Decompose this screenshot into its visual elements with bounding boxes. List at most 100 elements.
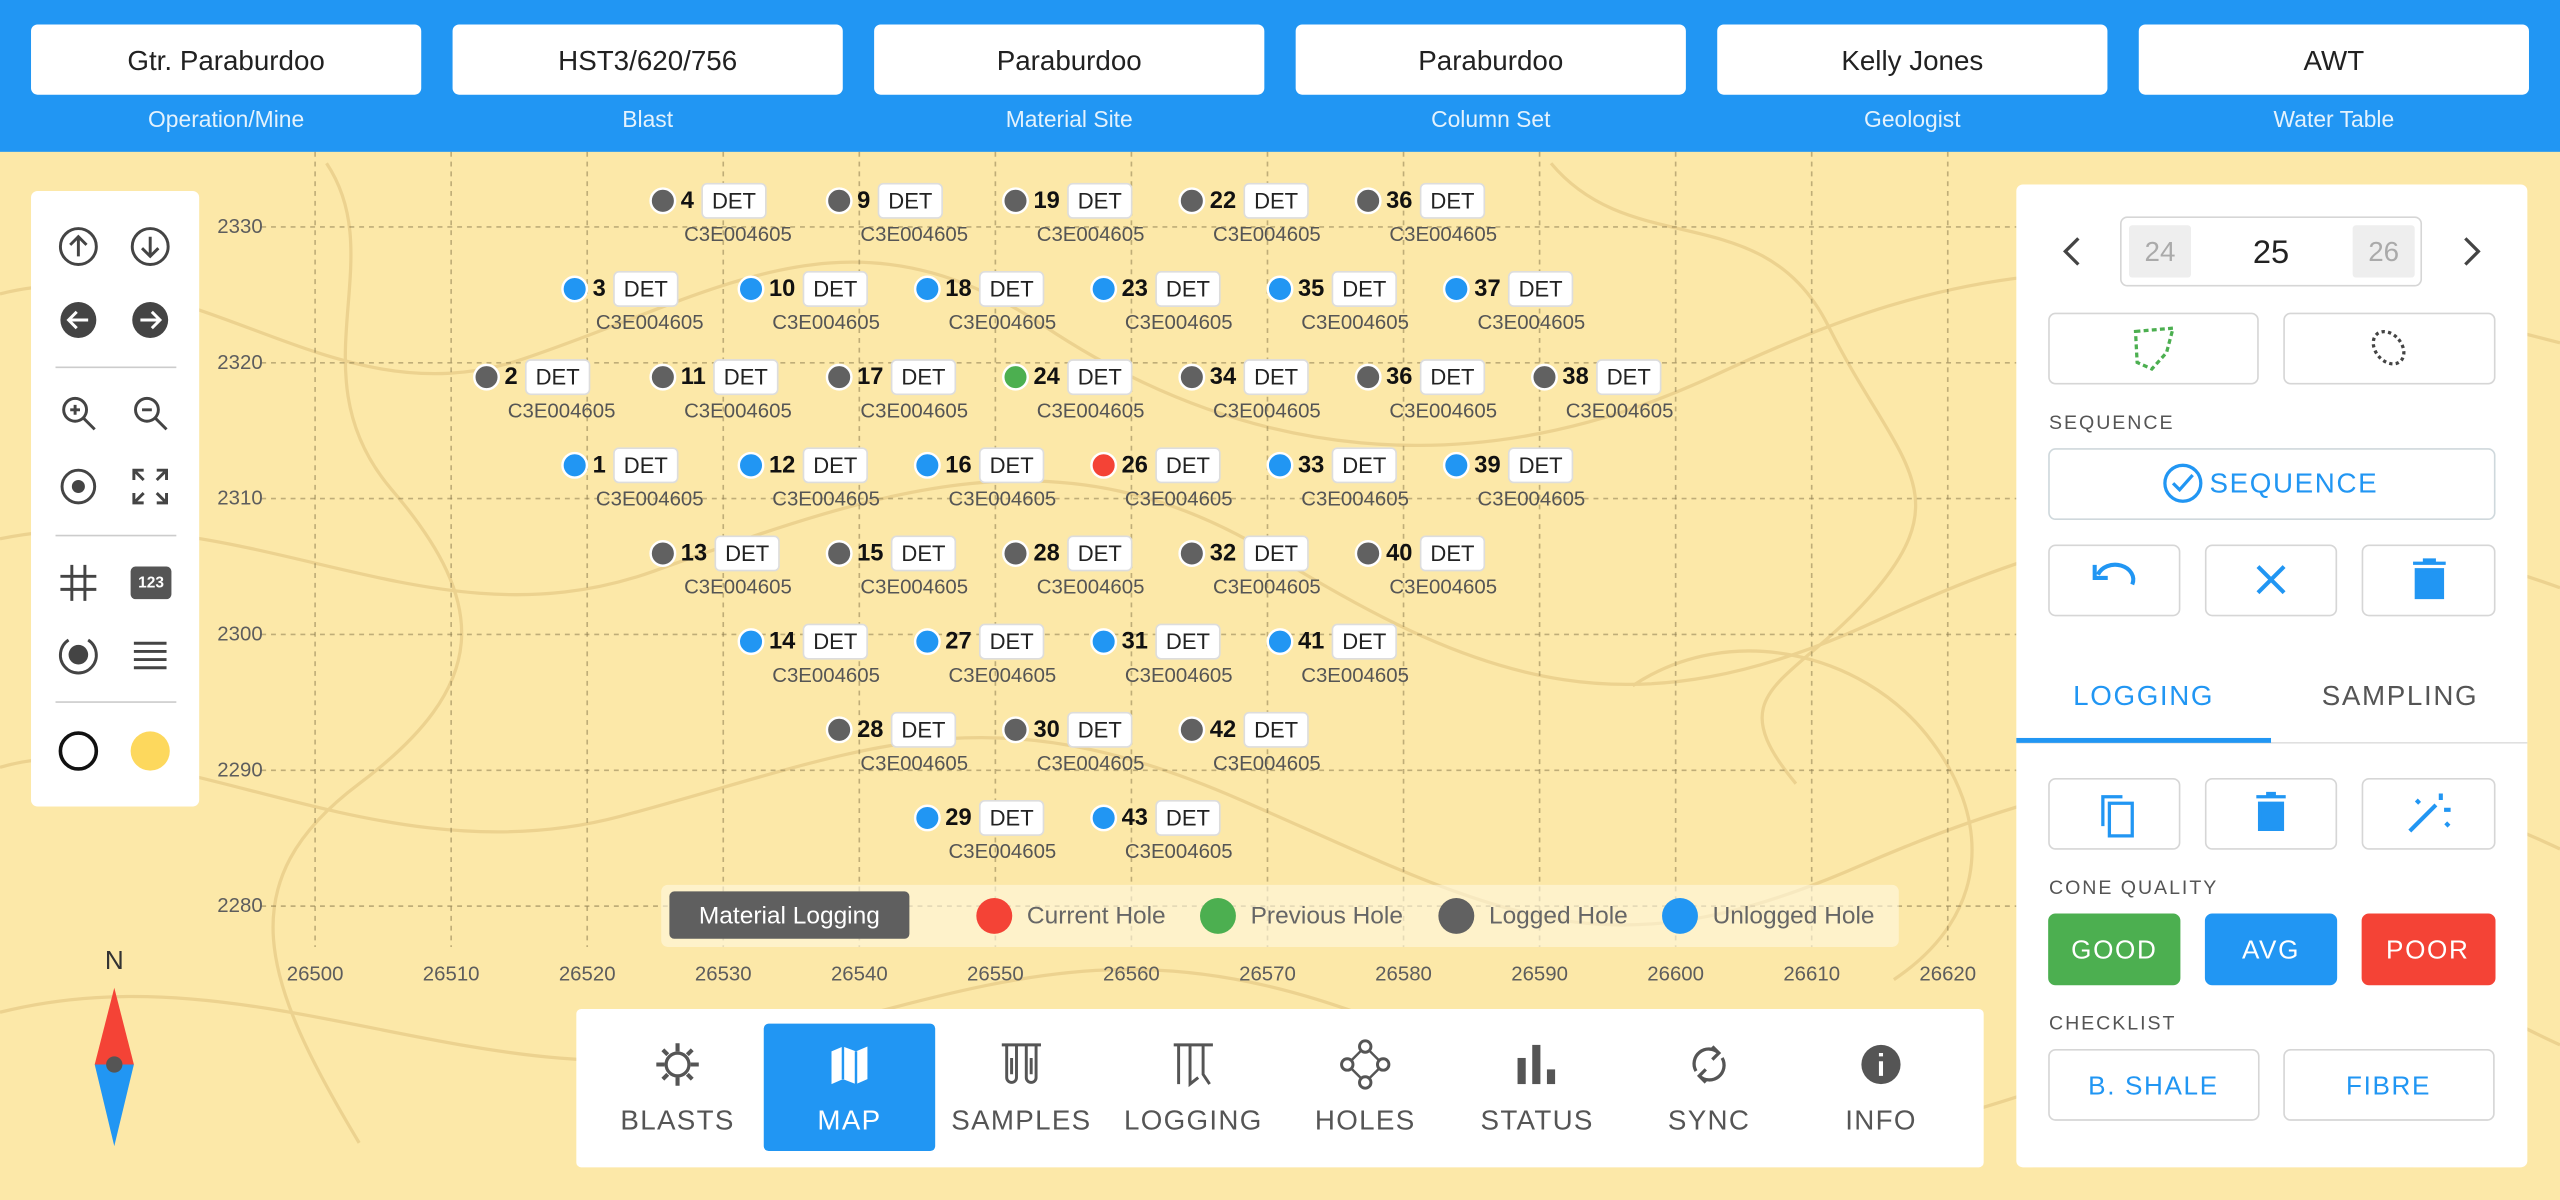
hole-dot[interactable] (1354, 540, 1382, 567)
hole-dot[interactable] (1442, 451, 1470, 479)
hole-dot[interactable] (737, 628, 765, 656)
header-field[interactable] (452, 24, 843, 95)
hole-tag-box[interactable] (1067, 182, 1133, 219)
header-field[interactable] (1295, 24, 1686, 95)
nav-icon[interactable] (1861, 1044, 1901, 1085)
target-toggle[interactable] (58, 638, 98, 675)
hole-dot[interactable] (1442, 275, 1470, 303)
nav-icon[interactable] (1517, 1044, 1556, 1085)
header-field[interactable] (1717, 24, 2108, 95)
hole-dot[interactable] (1090, 275, 1118, 303)
hole-dot[interactable] (825, 716, 853, 744)
hole-tag-box[interactable] (1155, 447, 1221, 484)
hole-tag-box[interactable] (1507, 271, 1574, 307)
hole-dot[interactable] (1090, 804, 1118, 832)
hole-tag-box[interactable] (701, 182, 767, 219)
nav-icon[interactable] (831, 1046, 868, 1085)
label-toggle[interactable] (130, 566, 172, 600)
hole-tag-box[interactable] (1331, 271, 1397, 307)
hole-tag-box[interactable] (978, 623, 1045, 660)
recenter[interactable] (60, 468, 97, 505)
hole-tag-box[interactable] (890, 535, 957, 572)
hole-dot[interactable] (1531, 363, 1558, 391)
hole-tag-box[interactable] (877, 182, 943, 219)
hole-tag-box[interactable] (1243, 182, 1309, 219)
hole-dot[interactable] (1178, 363, 1206, 391)
pan-down[interactable] (130, 227, 170, 266)
hole-dot[interactable] (1266, 451, 1294, 479)
zoom-in[interactable] (62, 396, 96, 431)
sequence-button[interactable] (2048, 448, 2496, 520)
nav-icon[interactable] (656, 1043, 699, 1086)
style-filled[interactable] (130, 731, 170, 771)
hole-tag-box[interactable] (713, 359, 779, 396)
header-field[interactable] (874, 24, 1265, 95)
hole-dot[interactable] (473, 363, 500, 391)
undo-button[interactable] (2048, 544, 2181, 617)
pager-box[interactable] (2120, 216, 2423, 287)
quality-button[interactable] (2361, 913, 2496, 986)
zoom-out[interactable] (134, 396, 168, 431)
hole-tag-box[interactable] (1067, 359, 1133, 396)
quality-button[interactable] (2048, 913, 2181, 986)
hole-dot[interactable] (1266, 275, 1294, 303)
hole-dot[interactable] (737, 275, 765, 303)
quality-button[interactable] (2204, 913, 2338, 986)
pager-next-box[interactable] (2352, 225, 2415, 278)
pan-left[interactable] (60, 302, 97, 338)
hole-tag-box[interactable] (1419, 359, 1486, 396)
hole-tag-box[interactable] (1067, 711, 1133, 748)
hole-tag-box[interactable] (525, 359, 591, 396)
hole-tag-box[interactable] (1243, 535, 1309, 572)
hole-tag-box[interactable] (978, 271, 1045, 307)
pager-prev[interactable] (2062, 237, 2080, 266)
grid-toggle[interactable] (60, 564, 97, 601)
hole-dot[interactable] (913, 804, 941, 832)
pager-prev-box[interactable] (2128, 225, 2192, 278)
pan-right[interactable] (132, 302, 169, 338)
nav-icon[interactable] (1692, 1045, 1726, 1084)
hole-dot[interactable] (1178, 540, 1206, 567)
hole-tag-box[interactable] (802, 271, 868, 307)
hole-dot[interactable] (913, 628, 941, 656)
hole-tag-box[interactable] (1155, 800, 1221, 836)
hole-tag-box[interactable] (1419, 182, 1486, 219)
hole-tag-box[interactable] (613, 271, 679, 307)
hole-dot[interactable] (1266, 628, 1294, 656)
lasso-select[interactable] (2283, 312, 2496, 385)
hole-dot[interactable] (1002, 540, 1029, 567)
nav-icon[interactable] (1001, 1043, 1041, 1084)
hole-tag-box[interactable] (1331, 623, 1397, 660)
hole-dot[interactable] (1002, 716, 1029, 744)
hole-dot[interactable] (1090, 628, 1118, 656)
nav-icon[interactable] (1173, 1043, 1213, 1088)
nav-active[interactable] (763, 1023, 936, 1152)
hole-tag-box[interactable] (890, 711, 957, 748)
pager-next[interactable] (2464, 237, 2481, 266)
hole-tag-box[interactable] (802, 623, 868, 660)
pan-up[interactable] (58, 227, 98, 266)
hole-dot[interactable] (1354, 363, 1382, 391)
hole-dot[interactable] (649, 363, 677, 391)
hole-dot[interactable] (913, 275, 941, 303)
hole-dot[interactable] (1178, 187, 1206, 215)
hole-tag-box[interactable] (978, 800, 1045, 836)
nav-icon[interactable] (1340, 1039, 1391, 1090)
hole-tag-box[interactable] (978, 447, 1045, 484)
hole-tag-box[interactable] (890, 359, 957, 396)
hole-dot[interactable] (737, 451, 765, 479)
hole-dot[interactable] (1090, 451, 1118, 479)
header-field[interactable] (2138, 24, 2529, 95)
hole-dot[interactable] (1178, 716, 1206, 744)
hole-tag-box[interactable] (1507, 447, 1574, 484)
hole-dot[interactable] (913, 451, 941, 479)
hole-tag-box[interactable] (802, 447, 868, 484)
hole-tag-box[interactable] (613, 447, 679, 484)
hole-dot[interactable] (825, 363, 853, 391)
hole-tag-box[interactable] (714, 535, 780, 572)
hole-tag-box[interactable] (1155, 271, 1221, 307)
header-field[interactable] (31, 24, 422, 95)
hole-dot[interactable] (1354, 187, 1382, 215)
list-toggle[interactable] (133, 641, 167, 670)
hole-dot[interactable] (561, 275, 589, 303)
